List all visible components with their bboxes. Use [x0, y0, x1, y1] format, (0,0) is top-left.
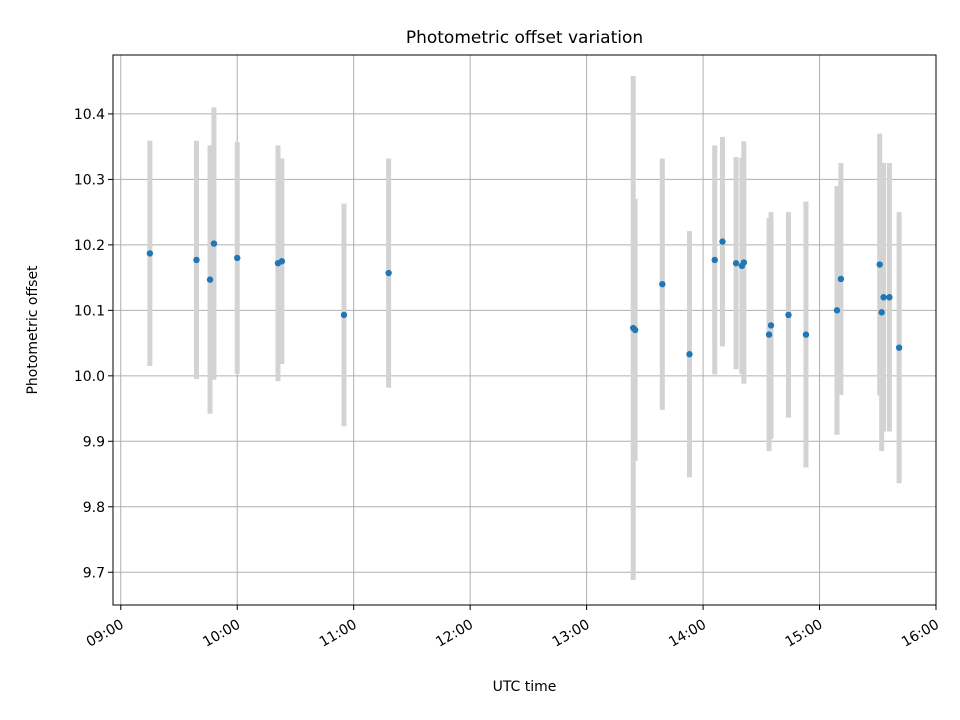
data-point	[876, 261, 883, 268]
y-tick-label: 10.1	[74, 303, 105, 319]
data-point	[886, 294, 893, 301]
y-axis-label: Photometric offset	[25, 265, 41, 395]
data-point	[785, 311, 792, 319]
data-point	[278, 258, 286, 265]
y-axis-ticks: 9.7 9.8 9.9 10.0 10.1 10.2 10.3 10.4	[74, 107, 113, 581]
data-point	[686, 351, 693, 358]
data-point	[234, 254, 241, 262]
grid	[113, 55, 937, 605]
x-axis-label: UTC time	[493, 679, 557, 695]
data-point	[193, 256, 200, 264]
y-tick-label: 10.3	[74, 172, 105, 188]
y-tick-label: 9.8	[83, 500, 105, 516]
data-point	[837, 275, 845, 283]
data-point	[719, 238, 726, 245]
data-point	[802, 331, 810, 338]
y-tick-label: 9.7	[83, 565, 105, 581]
chart-title: Photometric offset variation	[406, 28, 643, 48]
data-point	[765, 331, 773, 338]
plot-frame	[112, 54, 937, 606]
data-point	[340, 311, 348, 319]
data-point	[833, 307, 841, 314]
data-point	[711, 256, 718, 264]
data-point	[880, 294, 887, 301]
data-point	[210, 240, 218, 247]
data-point	[659, 280, 666, 288]
data-point	[895, 344, 903, 351]
data-point	[206, 276, 214, 283]
data-point	[740, 259, 748, 266]
data-point	[146, 250, 154, 257]
data-points	[146, 238, 903, 358]
data-point	[878, 309, 885, 316]
y-tick-label: 10.2	[74, 238, 105, 254]
y-tick-label: 10.4	[74, 107, 105, 123]
data-point	[631, 326, 639, 334]
y-tick-label: 9.9	[83, 434, 105, 450]
data-point	[767, 322, 775, 329]
data-point	[732, 260, 740, 267]
data-point	[385, 269, 392, 277]
y-tick-label: 10.0	[74, 369, 105, 385]
